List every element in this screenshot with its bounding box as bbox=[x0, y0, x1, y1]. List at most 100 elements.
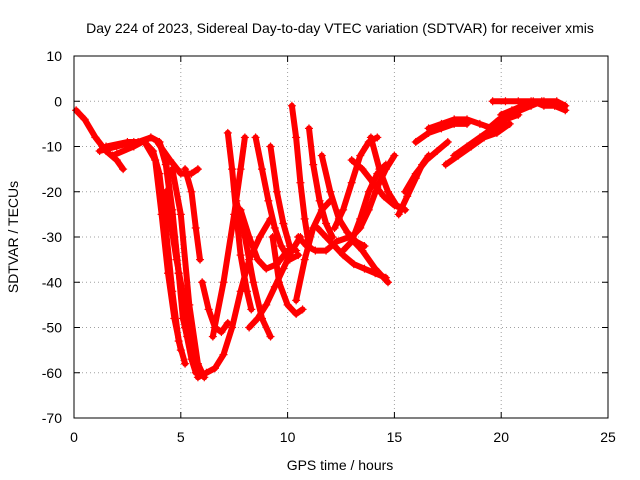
data-point-marker bbox=[176, 346, 185, 355]
data-point-marker bbox=[253, 255, 262, 264]
y-tick-label: 10 bbox=[46, 48, 62, 64]
data-point-marker bbox=[492, 128, 501, 137]
data-point-marker bbox=[228, 323, 237, 332]
data-point-marker bbox=[390, 151, 399, 160]
data-point-marker bbox=[347, 156, 356, 165]
data-point-marker bbox=[360, 264, 369, 273]
series-trace bbox=[73, 107, 127, 173]
y-tick-label: -10 bbox=[42, 139, 62, 155]
data-point-marker bbox=[300, 255, 309, 264]
data-point-marker bbox=[80, 115, 89, 124]
data-point-marker bbox=[381, 273, 390, 282]
series-arc-19 bbox=[268, 233, 307, 318]
data-point-marker bbox=[119, 165, 128, 174]
data-point-marker bbox=[441, 160, 450, 169]
data-point-marker bbox=[262, 264, 271, 273]
data-point-marker bbox=[514, 97, 523, 106]
data-point-marker bbox=[228, 165, 237, 174]
data-point-marker bbox=[561, 106, 570, 115]
x-tick-label: 0 bbox=[70, 429, 78, 445]
data-point-marker bbox=[411, 169, 420, 178]
data-point-marker bbox=[181, 359, 190, 368]
data-point-marker bbox=[257, 165, 266, 174]
data-point-marker bbox=[424, 124, 433, 133]
data-point-marker bbox=[266, 142, 275, 151]
data-point-marker bbox=[315, 196, 324, 205]
data-point-marker bbox=[272, 187, 281, 196]
data-point-marker bbox=[347, 233, 356, 241]
data-point-marker bbox=[204, 305, 213, 314]
data-point-marker bbox=[102, 142, 111, 151]
data-point-marker bbox=[193, 359, 202, 368]
data-point-marker bbox=[296, 178, 305, 187]
data-point-marker bbox=[292, 309, 301, 318]
data-point-marker bbox=[356, 151, 365, 160]
axis-ticks: 0 5 10 15 20 25 -70 -60 -50 -40 -30 -20 -10 0 10 bbox=[42, 48, 616, 445]
data-point-marker bbox=[371, 269, 380, 278]
data-point-marker bbox=[475, 119, 484, 128]
data-point-marker bbox=[529, 97, 538, 106]
data-point-marker bbox=[484, 124, 493, 133]
series-arc-10 bbox=[193, 214, 275, 382]
data-point-marker bbox=[369, 178, 378, 187]
y-tick-label: 0 bbox=[54, 93, 62, 109]
x-tick-label: 10 bbox=[280, 429, 296, 445]
data-point-marker bbox=[223, 128, 232, 137]
x-axis-label: GPS time / hours bbox=[287, 457, 394, 473]
data-series bbox=[72, 97, 570, 382]
data-point-marker bbox=[112, 156, 121, 165]
data-point-marker bbox=[247, 305, 256, 314]
data-point-marker bbox=[264, 196, 273, 205]
data-point-marker bbox=[475, 133, 484, 142]
data-point-marker bbox=[270, 223, 279, 232]
data-point-marker bbox=[411, 137, 420, 146]
y-tick-label: -20 bbox=[42, 184, 62, 200]
data-point-marker bbox=[245, 233, 254, 241]
data-point-marker bbox=[243, 287, 252, 296]
data-point-marker bbox=[422, 156, 431, 165]
data-point-marker bbox=[236, 251, 245, 260]
data-point-marker bbox=[262, 300, 271, 309]
series-trace bbox=[224, 129, 255, 313]
data-point-marker bbox=[379, 192, 388, 201]
data-point-marker bbox=[285, 242, 294, 251]
data-point-marker bbox=[223, 318, 232, 327]
data-point-marker bbox=[157, 210, 166, 219]
data-point-marker bbox=[292, 133, 301, 142]
series-arc-9 bbox=[181, 165, 205, 264]
data-point-marker bbox=[322, 246, 331, 255]
data-point-marker bbox=[275, 278, 284, 287]
data-point-marker bbox=[507, 106, 516, 115]
data-point-marker bbox=[343, 228, 352, 237]
x-tick-label: 25 bbox=[600, 429, 616, 445]
data-point-marker bbox=[450, 151, 459, 160]
data-point-marker bbox=[433, 147, 442, 156]
data-point-marker bbox=[151, 156, 160, 165]
data-point-marker bbox=[364, 205, 373, 214]
data-point-marker bbox=[463, 142, 472, 151]
series-arc-30 bbox=[347, 151, 399, 241]
data-point-marker bbox=[187, 187, 196, 196]
data-point-marker bbox=[208, 332, 217, 341]
data-point-marker bbox=[236, 165, 245, 174]
data-point-marker bbox=[539, 101, 548, 110]
data-point-marker bbox=[339, 205, 348, 214]
data-point-marker bbox=[360, 242, 369, 251]
data-point-marker bbox=[322, 233, 331, 241]
data-point-marker bbox=[283, 300, 292, 309]
data-point-marker bbox=[292, 246, 301, 255]
data-point-marker bbox=[322, 219, 331, 228]
data-point-marker bbox=[330, 223, 339, 232]
data-point-marker bbox=[181, 165, 190, 174]
x-tick-label: 15 bbox=[387, 429, 403, 445]
data-point-marker bbox=[304, 124, 313, 133]
data-point-marker bbox=[287, 101, 296, 110]
series-trace bbox=[182, 166, 203, 263]
data-point-marker bbox=[251, 133, 260, 142]
y-tick-label: -50 bbox=[42, 320, 62, 336]
data-point-marker bbox=[193, 373, 202, 382]
data-point-marker bbox=[488, 97, 497, 106]
data-point-marker bbox=[298, 305, 307, 314]
series-arc-6 bbox=[153, 137, 202, 178]
data-point-marker bbox=[191, 223, 200, 232]
